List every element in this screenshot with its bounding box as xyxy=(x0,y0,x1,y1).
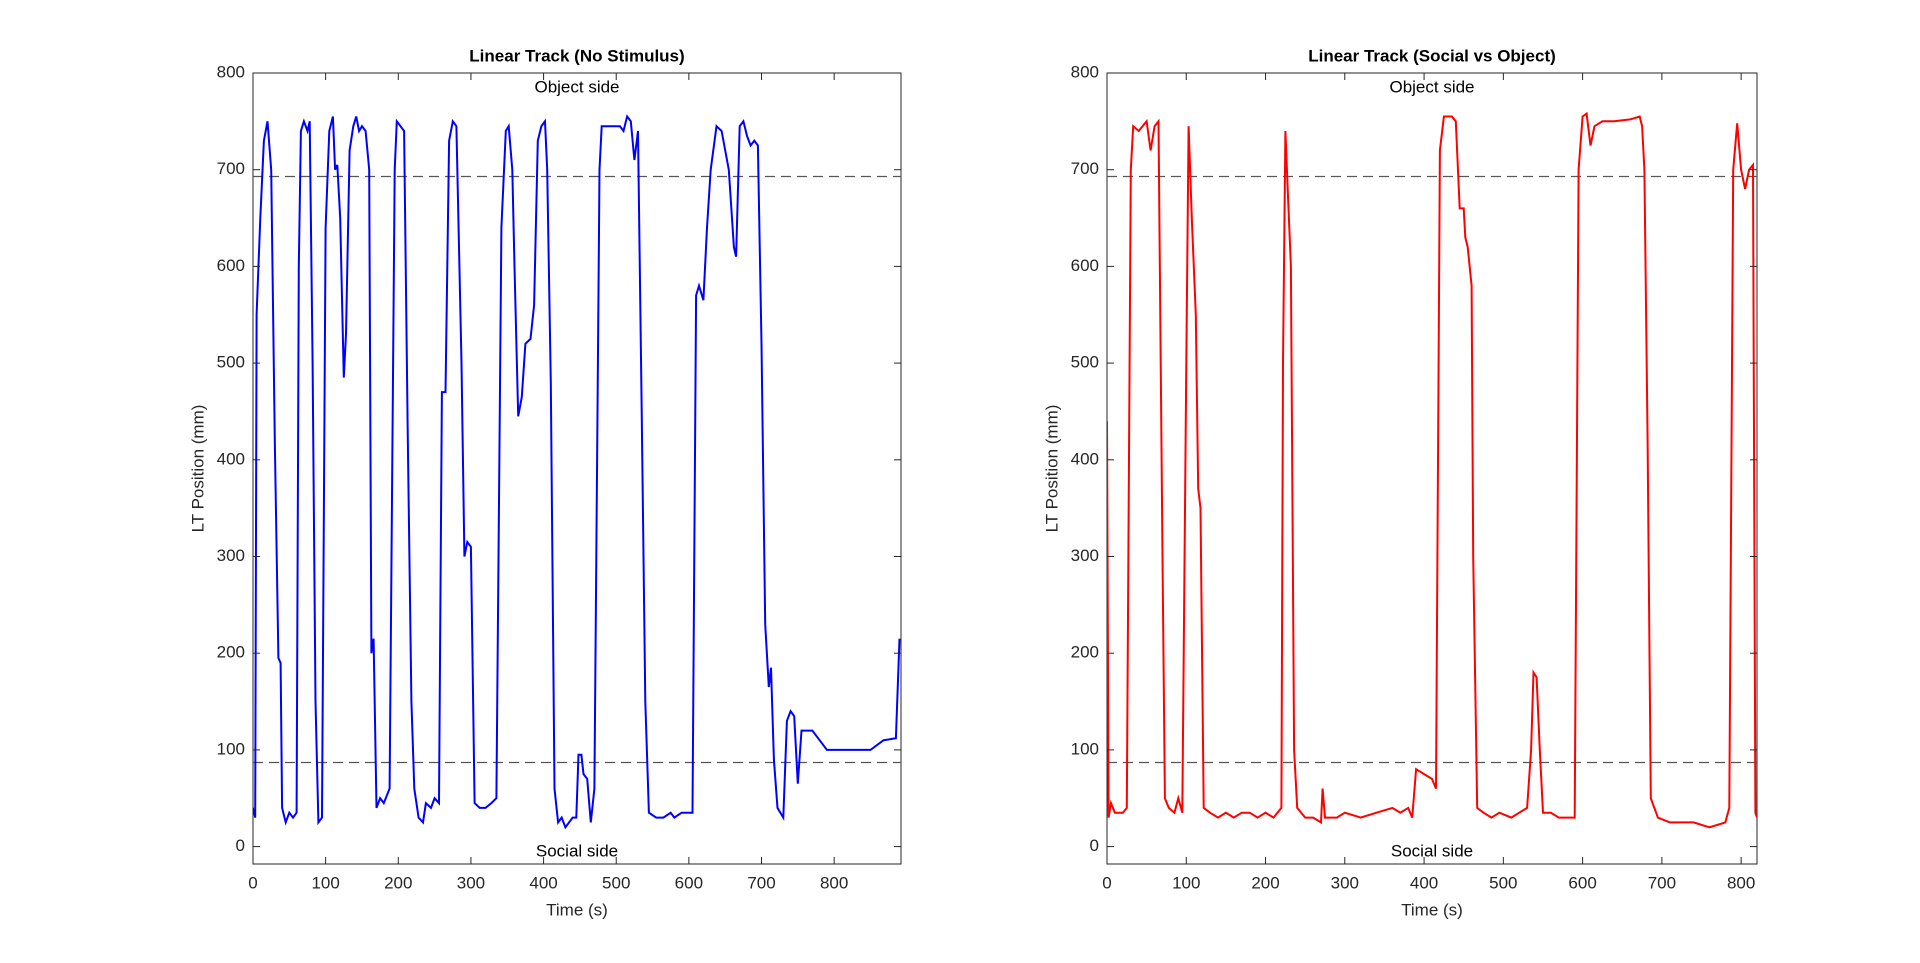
x-tick-label: 600 xyxy=(675,873,703,892)
annotation: Object side xyxy=(1389,77,1474,96)
x-tick-label: 700 xyxy=(1648,873,1676,892)
annotation: Object side xyxy=(534,77,619,96)
y-axis-label: LT Position (mm) xyxy=(188,405,207,533)
x-tick-label: 300 xyxy=(457,873,485,892)
y-tick-label: 0 xyxy=(1090,836,1099,855)
x-tick-label: 500 xyxy=(602,873,630,892)
y-axis-label: LT Position (mm) xyxy=(1042,405,1061,533)
y-tick-label: 100 xyxy=(1071,739,1099,758)
data-area xyxy=(1107,111,1757,829)
y-tick-label: 700 xyxy=(1071,159,1099,178)
y-tick-label: 300 xyxy=(217,546,245,565)
x-tick-label: 500 xyxy=(1489,873,1517,892)
axes-box xyxy=(1106,72,1758,865)
annotation: Social side xyxy=(536,841,618,860)
y-tick-label: 0 xyxy=(236,836,245,855)
x-axis-label: Time (s) xyxy=(1401,900,1463,919)
y-tick-label: 500 xyxy=(1071,353,1099,372)
chart-title: Linear Track (No Stimulus) xyxy=(469,46,684,65)
y-tick-label: 800 xyxy=(1071,62,1099,81)
y-tick-label: 500 xyxy=(217,353,245,372)
data-line xyxy=(1107,111,1757,829)
y-tick-label: 600 xyxy=(1071,256,1099,275)
y-tick-label: 600 xyxy=(217,256,245,275)
y-tick-label: 300 xyxy=(1071,546,1099,565)
x-tick-label: 400 xyxy=(1410,873,1438,892)
x-axis-label: Time (s) xyxy=(546,900,608,919)
data-area xyxy=(253,114,901,830)
x-tick-label: 200 xyxy=(1251,873,1279,892)
x-tick-label: 200 xyxy=(384,873,412,892)
data-line xyxy=(253,114,901,830)
axes-box xyxy=(252,72,902,865)
plot: 0 100 200 300 400 500 600 700 800 0 100 200 300 400 50… xyxy=(1042,46,1758,919)
y-tick-label: 800 xyxy=(217,62,245,81)
x-tick-label: 100 xyxy=(1172,873,1200,892)
y-tick-label: 700 xyxy=(217,159,245,178)
plot: 0 100 200 300 400 500 600 700 800 0 100 200 300 400 50… xyxy=(188,46,902,919)
y-tick-label: 200 xyxy=(1071,643,1099,662)
x-tick-label: 0 xyxy=(1102,873,1111,892)
x-tick-label: 0 xyxy=(248,873,257,892)
x-tick-label: 300 xyxy=(1331,873,1359,892)
y-tick-label: 400 xyxy=(1071,449,1099,468)
x-tick-label: 800 xyxy=(1727,873,1755,892)
x-tick-label: 700 xyxy=(747,873,775,892)
y-tick-label: 400 xyxy=(217,449,245,468)
annotation: Social side xyxy=(1391,841,1473,860)
x-tick-label: 100 xyxy=(311,873,339,892)
chart-title: Linear Track (Social vs Object) xyxy=(1308,46,1556,65)
y-tick-label: 200 xyxy=(217,643,245,662)
x-tick-label: 400 xyxy=(529,873,557,892)
x-tick-label: 800 xyxy=(820,873,848,892)
x-tick-label: 600 xyxy=(1568,873,1596,892)
y-tick-label: 100 xyxy=(217,739,245,758)
